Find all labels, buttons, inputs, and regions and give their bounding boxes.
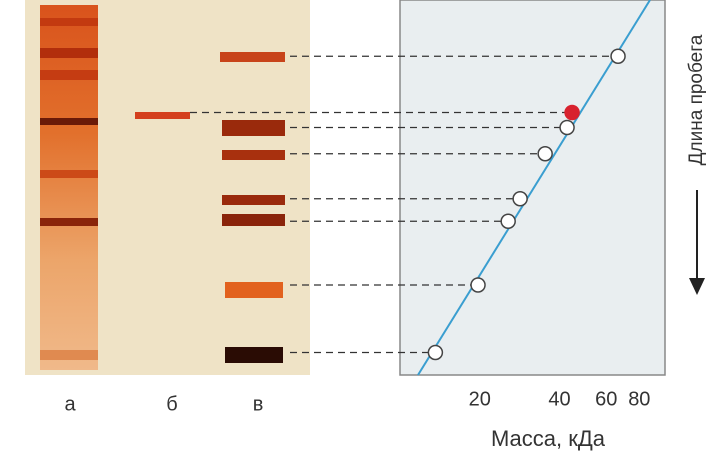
- band: [222, 195, 285, 205]
- data-point: [610, 48, 626, 64]
- x-tick-label: 80: [628, 388, 650, 410]
- band: [222, 214, 285, 226]
- band: [135, 112, 190, 119]
- band: [220, 52, 285, 62]
- data-point: [559, 119, 575, 136]
- x-axis-label: Масса, кДа: [491, 426, 606, 451]
- band: [225, 347, 283, 363]
- data-point: [470, 277, 486, 293]
- fit-line: [417, 0, 651, 376]
- band: [40, 18, 98, 26]
- x-tick-label: 20: [469, 388, 491, 410]
- lane-label: а: [64, 393, 76, 415]
- band: [225, 282, 283, 298]
- data-point: [427, 344, 444, 361]
- x-tick-label: 40: [548, 388, 570, 410]
- band: [40, 350, 98, 360]
- lane-smear: [40, 5, 98, 370]
- band: [40, 170, 98, 178]
- x-tick-label: 60: [595, 388, 617, 410]
- band: [40, 218, 98, 226]
- lane-v: [220, 52, 285, 363]
- data-point: [564, 104, 580, 121]
- data-point: [537, 146, 553, 162]
- data-point: [500, 213, 516, 229]
- arrow-head: [689, 278, 705, 295]
- band: [40, 118, 98, 125]
- band: [222, 120, 285, 136]
- lane-label: б: [166, 393, 177, 415]
- lane-a: [40, 5, 98, 370]
- lane-label: в: [253, 393, 264, 415]
- data-point: [512, 191, 528, 207]
- band: [222, 150, 285, 160]
- y-axis-label: Длина пробега: [686, 34, 707, 165]
- band: [40, 48, 98, 58]
- band: [40, 70, 98, 80]
